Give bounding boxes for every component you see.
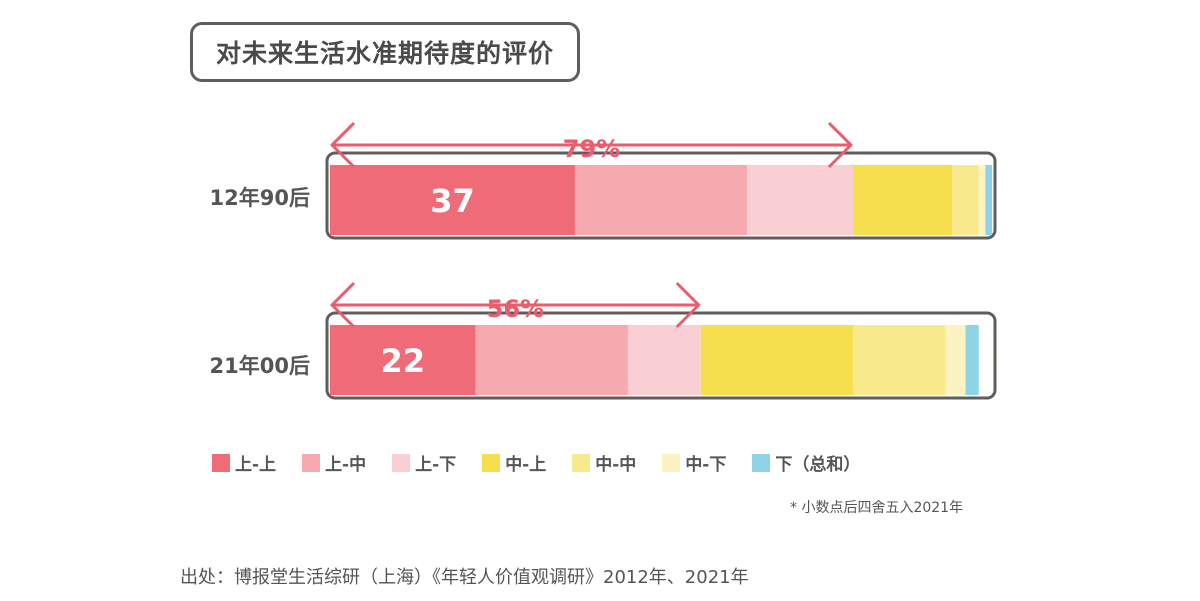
- bar-segment-5: [952, 165, 979, 235]
- legend-label: 上-中: [325, 455, 367, 475]
- legend-label: 中-上: [505, 455, 547, 475]
- legend-item: 下（总和）: [752, 450, 860, 475]
- source-text: 出处：博报堂生活综研（上海）《年轻人价值观调研》2012年、2021年: [180, 567, 749, 588]
- bracket-label: 56%: [487, 295, 544, 323]
- bar-segment-4: [700, 325, 853, 395]
- legend-swatch: [572, 453, 591, 472]
- bar-segment-3: [747, 165, 853, 235]
- legend: 上-上 上-中 上-下 中-上 中-中 中-下 下（总和）: [212, 450, 886, 475]
- bar-segment-3: [627, 325, 701, 395]
- footnote: * 小数点后四舍五入2021年: [790, 500, 964, 516]
- legend-item: 上-下: [392, 450, 456, 475]
- data-label: 22: [381, 342, 426, 380]
- legend-swatch: [212, 453, 230, 472]
- chart-title-box: 对未来生活水准期待度的评价: [190, 22, 580, 82]
- legend-item: 上-上: [212, 450, 276, 475]
- bar-frame: [325, 151, 997, 240]
- row-label-2021: 21年00后: [209, 354, 310, 378]
- bar-frame: [325, 311, 997, 400]
- data-label: 37: [430, 182, 475, 220]
- legend-label: 下（总和）: [775, 455, 861, 475]
- legend-swatch: [752, 453, 771, 472]
- legend-item: 中-上: [482, 450, 546, 475]
- legend-label: 上-下: [415, 455, 457, 475]
- bar-segment-2: [574, 165, 748, 235]
- legend-item: 上-中: [302, 450, 366, 475]
- legend-label: 中-下: [685, 455, 727, 475]
- legend-swatch: [482, 453, 501, 472]
- bar-segment-6: [945, 325, 966, 395]
- bar-segment-7: [965, 325, 979, 395]
- legend-swatch: [662, 453, 681, 472]
- legend-swatch: [302, 453, 321, 472]
- bar-segment-1: [330, 165, 575, 235]
- bar-segment-6: [978, 165, 986, 235]
- bar-segment-4: [852, 165, 953, 235]
- legend-item: 中-下: [662, 450, 726, 475]
- bar-segment-5: [852, 325, 946, 395]
- bar-segment-1: [330, 325, 476, 395]
- bar-segment-7: [985, 165, 992, 235]
- bar-segment-2: [475, 325, 628, 395]
- chart-title: 对未来生活水准期待度的评价: [215, 39, 554, 68]
- legend-swatch: [392, 453, 411, 472]
- row-label-2012: 12年90后: [209, 186, 310, 210]
- legend-label: 上-上: [235, 455, 277, 475]
- legend-label: 中-中: [595, 455, 637, 475]
- bracket-label: 79%: [563, 135, 620, 163]
- legend-item: 中-中: [572, 450, 636, 475]
